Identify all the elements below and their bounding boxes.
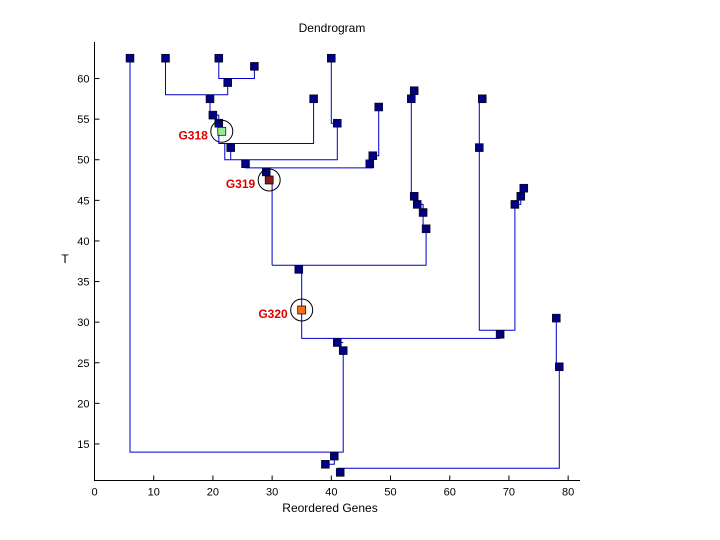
- dendrogram-node: [226, 143, 235, 152]
- x-tick-label: 10: [148, 487, 160, 499]
- dendrogram-nodes: [125, 53, 564, 477]
- y-tick-label: 55: [77, 114, 89, 126]
- y-tick-label: 25: [77, 358, 89, 370]
- dendrogram-node: [495, 330, 505, 339]
- dendrogram-node: [205, 94, 215, 104]
- y-tick-label: 20: [77, 398, 89, 410]
- dendrogram-link: [337, 318, 560, 469]
- dendrogram-node: [294, 265, 304, 274]
- dendrogram-node: [374, 102, 383, 112]
- dendrogram-link: [165, 58, 229, 96]
- axes: [94, 42, 580, 481]
- dendrogram-node: [214, 53, 224, 63]
- y-tick-label: 45: [77, 195, 89, 207]
- x-tick-label: 20: [207, 487, 219, 499]
- dendrogram-link: [218, 58, 255, 79]
- dendrogram-node: [330, 451, 339, 461]
- dendrogram-link: [478, 98, 522, 331]
- chart-title: Dendrogram: [299, 21, 366, 35]
- dendrogram-links: [129, 58, 560, 473]
- dendrogram-link: [245, 107, 380, 169]
- dendrogram-node: [250, 62, 259, 71]
- highlight-node: [264, 175, 274, 185]
- highlight-label: G318: [178, 128, 208, 142]
- y-tick-label: 50: [77, 155, 89, 167]
- highlight-node: [217, 126, 227, 136]
- dendrogram-link: [129, 58, 344, 453]
- dendrogram-node: [309, 94, 318, 104]
- dendrogram-node: [208, 110, 218, 120]
- highlight-node: [297, 305, 307, 315]
- dendrogram-link: [265, 171, 273, 266]
- dendrogram-node: [223, 78, 232, 87]
- dendrogram-node: [338, 346, 348, 355]
- dendrogram-node: [335, 468, 345, 477]
- highlight-circle: [257, 168, 281, 192]
- dendrogram-node: [510, 200, 520, 209]
- x-tick-label: 70: [503, 487, 515, 499]
- dendrogram-node: [407, 94, 416, 104]
- highlighted-clusters: G318 G319 G320: [178, 119, 314, 322]
- dendrogram-node: [333, 338, 342, 347]
- x-tick-label: 0: [91, 487, 97, 499]
- y-axis-label: T: [61, 252, 69, 266]
- x-tick-label: 80: [562, 487, 574, 499]
- dendrogram-node: [321, 460, 330, 469]
- highlight-circle: [210, 119, 234, 143]
- dendrogram-node: [241, 159, 250, 169]
- dendrogram-node: [552, 313, 561, 323]
- highlight-circle: [290, 298, 314, 322]
- y-tick-label: 35: [77, 277, 89, 289]
- x-tick-label: 60: [444, 487, 456, 499]
- dendrogram-node: [125, 53, 135, 63]
- dendrogram-node: [412, 200, 422, 209]
- y-tick-label: 30: [77, 317, 89, 329]
- dendrogram-link: [218, 98, 315, 144]
- dendrogram-node: [475, 143, 484, 152]
- x-axis-label: Reordered Genes: [282, 501, 377, 515]
- dendrogram-link: [301, 265, 501, 339]
- y-tick-label: 40: [77, 236, 89, 248]
- highlight-label: G320: [258, 307, 288, 321]
- dendrogram-node: [519, 183, 529, 193]
- dendrogram-link: [330, 58, 338, 124]
- dendrogram-link: [272, 228, 427, 266]
- dendrogram-node: [368, 151, 378, 160]
- dendrogram-node: [421, 224, 431, 234]
- dendrogram-node: [365, 159, 375, 169]
- dendrogram-node: [327, 53, 336, 63]
- dendrogram-node: [516, 192, 526, 201]
- dendrogram-node: [478, 94, 487, 104]
- y-tick-label: 15: [77, 439, 89, 451]
- dendrogram-node: [333, 118, 342, 128]
- dendrogram-node: [409, 192, 419, 201]
- highlight-label: G319: [226, 177, 256, 191]
- dendrogram-node: [418, 208, 428, 217]
- x-tick-label: 40: [325, 487, 337, 499]
- dendrogram-link: [224, 123, 338, 161]
- dendrogram-node: [161, 53, 170, 63]
- y-tick-label: 60: [77, 74, 89, 86]
- x-axis-ticks: 0 10 20 30 40 50 60 70 80: [91, 475, 574, 499]
- y-axis-ticks: 15 20 25 30 35 40 45 50 55 60: [77, 74, 100, 451]
- dendrogram-node: [409, 86, 419, 95]
- x-tick-label: 30: [266, 487, 278, 499]
- x-tick-label: 50: [384, 487, 396, 499]
- dendrogram-node: [555, 362, 564, 372]
